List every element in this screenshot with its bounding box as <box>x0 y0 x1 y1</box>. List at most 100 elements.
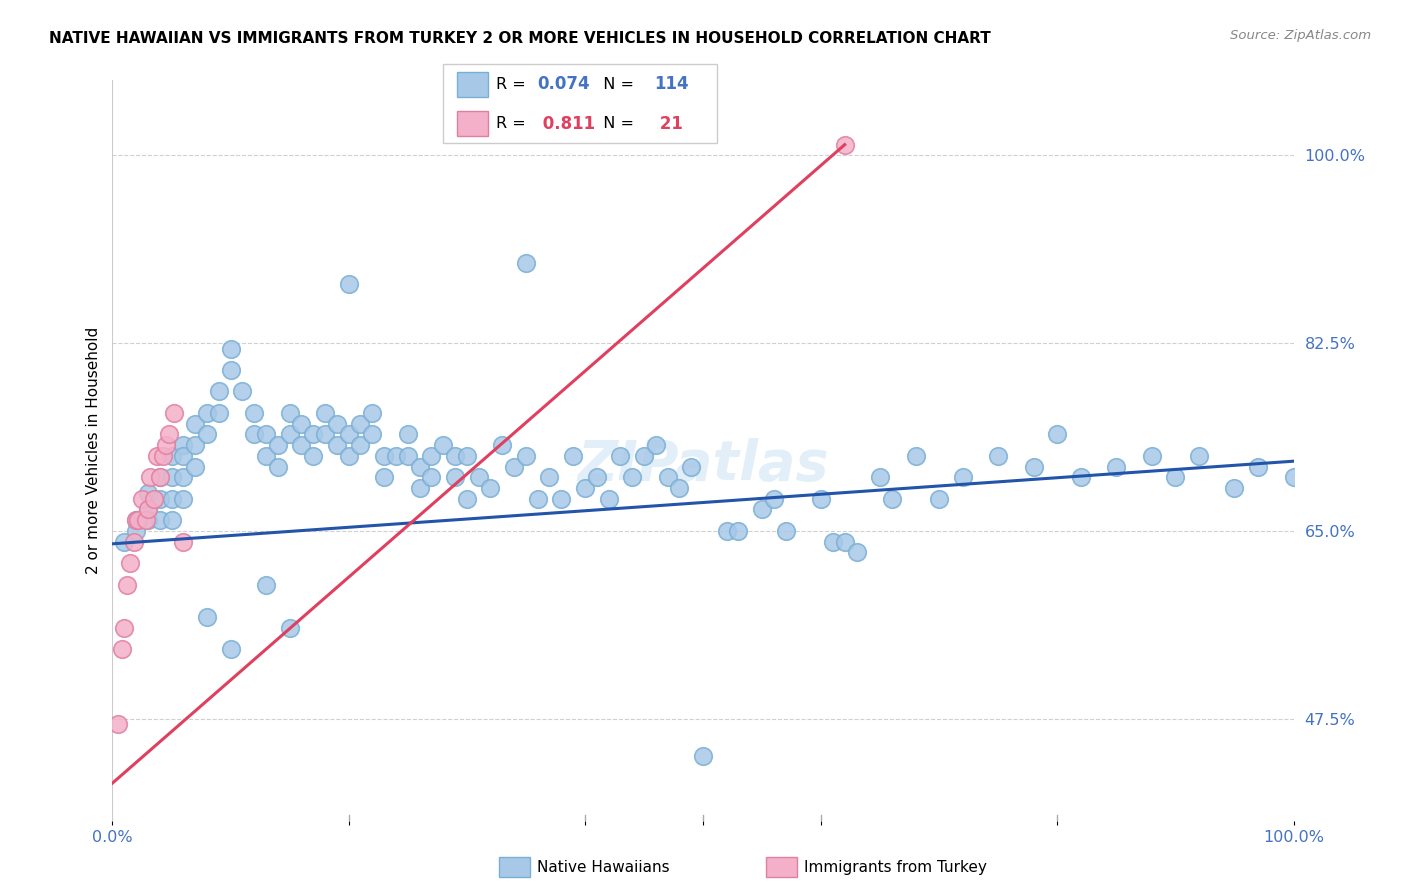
Text: 114: 114 <box>654 76 689 94</box>
Text: N =: N = <box>593 77 640 92</box>
Point <box>254 577 277 591</box>
Point <box>163 406 186 420</box>
Point <box>834 534 856 549</box>
Point <box>904 449 927 463</box>
Point <box>361 427 384 442</box>
Point <box>314 427 336 442</box>
Point <box>231 384 253 399</box>
Point <box>155 438 177 452</box>
Point <box>142 491 165 506</box>
Point <box>420 449 443 463</box>
Point <box>160 449 183 463</box>
Text: NATIVE HAWAIIAN VS IMMIGRANTS FROM TURKEY 2 OR MORE VEHICLES IN HOUSEHOLD CORREL: NATIVE HAWAIIAN VS IMMIGRANTS FROM TURKE… <box>49 31 991 46</box>
Point <box>302 427 325 442</box>
Point <box>172 438 194 452</box>
Point <box>112 620 135 634</box>
Point <box>125 524 148 538</box>
Point <box>1070 470 1092 484</box>
Point <box>326 417 349 431</box>
Point <box>160 470 183 484</box>
Point <box>219 363 242 377</box>
Point <box>349 438 371 452</box>
Point <box>762 491 785 506</box>
Point <box>136 502 159 516</box>
Point <box>609 449 631 463</box>
Point <box>125 513 148 527</box>
Point <box>139 470 162 484</box>
Point <box>172 534 194 549</box>
Point <box>928 491 950 506</box>
Point <box>149 470 172 484</box>
Point <box>373 449 395 463</box>
Point <box>326 438 349 452</box>
Point <box>149 491 172 506</box>
Point <box>208 406 231 420</box>
Point <box>278 406 301 420</box>
Point <box>120 556 142 570</box>
Point <box>408 459 430 474</box>
Point <box>254 427 277 442</box>
Point <box>314 406 336 420</box>
Point <box>668 481 690 495</box>
Point <box>290 438 312 452</box>
Point <box>657 470 679 484</box>
Point <box>111 642 134 657</box>
Point <box>444 470 467 484</box>
Point <box>633 449 655 463</box>
Point <box>243 406 266 420</box>
Point <box>385 449 408 463</box>
Point <box>716 524 738 538</box>
Point <box>290 417 312 431</box>
Point <box>337 427 360 442</box>
Point <box>337 449 360 463</box>
Point <box>692 749 714 764</box>
Point <box>515 255 537 269</box>
Point <box>880 491 903 506</box>
Text: Immigrants from Turkey: Immigrants from Turkey <box>804 860 987 874</box>
Point <box>810 491 832 506</box>
Point <box>208 384 231 399</box>
Point <box>184 417 207 431</box>
Point <box>349 417 371 431</box>
Point <box>136 486 159 500</box>
Point <box>195 427 218 442</box>
Point <box>1022 459 1045 474</box>
Point <box>538 470 561 484</box>
Point <box>135 513 157 527</box>
Point <box>243 427 266 442</box>
Point <box>152 449 174 463</box>
Point <box>479 481 502 495</box>
Point <box>751 502 773 516</box>
Point <box>267 459 290 474</box>
Point <box>952 470 974 484</box>
Point <box>1140 449 1163 463</box>
Point <box>361 406 384 420</box>
Point <box>278 620 301 634</box>
Text: N =: N = <box>593 116 640 131</box>
Point <box>444 449 467 463</box>
Point <box>184 459 207 474</box>
Point <box>149 513 172 527</box>
Point <box>1105 459 1128 474</box>
Point <box>515 449 537 463</box>
Point <box>184 438 207 452</box>
Point <box>131 491 153 506</box>
Point <box>112 534 135 549</box>
Point <box>1046 427 1069 442</box>
Point <box>172 470 194 484</box>
Point <box>598 491 620 506</box>
Point <box>337 277 360 292</box>
Point <box>869 470 891 484</box>
Point <box>491 438 513 452</box>
Point <box>219 642 242 657</box>
Point <box>195 609 218 624</box>
Point <box>195 406 218 420</box>
Point <box>621 470 644 484</box>
Point <box>254 449 277 463</box>
Point <box>681 459 703 474</box>
Text: Source: ZipAtlas.com: Source: ZipAtlas.com <box>1230 29 1371 42</box>
Point <box>396 427 419 442</box>
Point <box>278 427 301 442</box>
Point <box>845 545 868 559</box>
Point <box>267 438 290 452</box>
